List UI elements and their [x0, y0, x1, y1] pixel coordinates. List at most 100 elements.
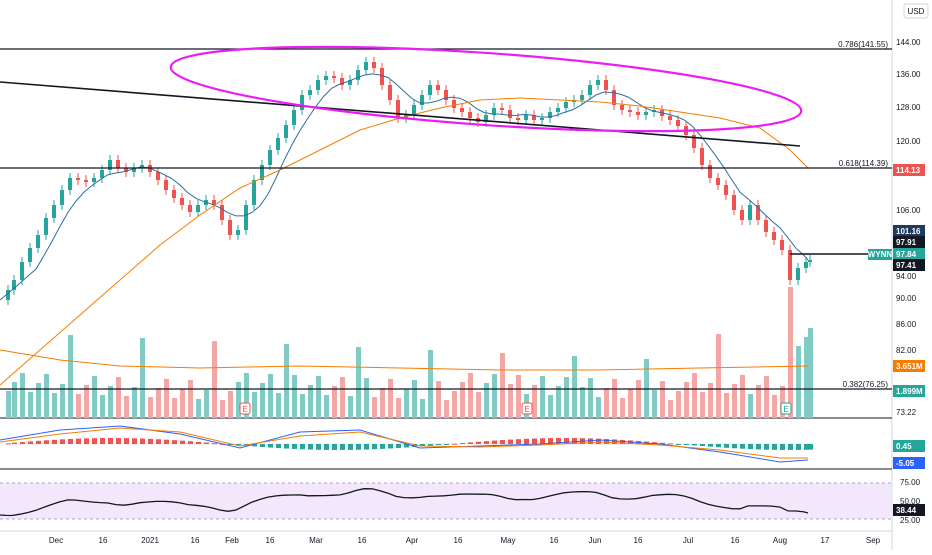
volume-bar [676, 391, 681, 418]
ticker-tag[interactable]: WYNN [868, 249, 893, 260]
rsi-pane [0, 488, 809, 517]
candle-body [252, 180, 256, 205]
candle-body [460, 108, 464, 112]
price-tag-bg [893, 164, 925, 176]
candle-body [324, 76, 328, 80]
time-axis[interactable]: Dec 16 2021 16 Feb 16 Mar 16 Apr 16 May 16 Jun 16 Jul 1… [49, 536, 881, 545]
macd-hist-bar [492, 440, 497, 444]
earnings-marker[interactable]: E [521, 402, 533, 415]
volume-bar [20, 373, 25, 418]
macd-hist-bar [452, 443, 457, 445]
earnings-marker[interactable]: E [239, 402, 251, 415]
candle-body [156, 172, 160, 180]
macd-hist-bar [412, 444, 417, 447]
macd-hist-bar [380, 444, 385, 449]
volume-bar [444, 400, 449, 418]
rsi-band [0, 483, 892, 519]
volume-bar [380, 388, 385, 418]
candle-body [172, 190, 176, 198]
candle-body [796, 268, 800, 280]
price-tick-label: 82.00 [896, 346, 917, 355]
macd-hist-bar [540, 438, 545, 444]
ellipse-drawing[interactable] [168, 31, 803, 147]
macd-hist-bar [796, 444, 801, 450]
price-tag: 101.16 [893, 225, 925, 237]
volume-bar [716, 334, 721, 418]
candle-body [524, 115, 528, 120]
candle-body [804, 262, 808, 268]
volume-bar [220, 400, 225, 418]
candle-body [244, 205, 248, 230]
volume-bar [532, 385, 537, 418]
rsi-line [0, 488, 809, 517]
volume-bar [476, 392, 481, 418]
candle-body [596, 80, 600, 85]
macd-hist-bar [764, 444, 769, 450]
macd-hist-bar [756, 444, 761, 450]
macd-hist-bar [732, 444, 737, 449]
volume-bar [228, 391, 233, 418]
volume-bar [116, 377, 121, 418]
candle-body [292, 110, 296, 125]
candle-body [588, 85, 592, 95]
volume-bar [796, 346, 801, 418]
candle-body [236, 230, 240, 235]
chart-background [0, 0, 892, 550]
volume-bar [396, 398, 401, 418]
macd-hist-bar [276, 444, 281, 449]
volume-bar [636, 380, 641, 418]
volume-bar [284, 344, 289, 418]
candle-body [724, 185, 728, 195]
macd-hist-bar [44, 440, 49, 444]
volume-bar [36, 383, 41, 418]
volume-bar [420, 399, 425, 418]
candle-body [76, 178, 80, 180]
rsi-tag: 38.44 [893, 504, 925, 516]
price-tick-label: 94.00 [896, 272, 917, 281]
macd-hist-bar [332, 444, 337, 450]
macd-hist-bar [60, 439, 65, 444]
volume-bar [388, 379, 393, 418]
macd-hist-bar [588, 438, 593, 444]
volume-bar [484, 383, 489, 418]
earnings-marker[interactable]: E [780, 402, 792, 415]
volume-bar [492, 374, 497, 418]
price-tags: 114.13 101.16 97.91 97.84 97.41 3.651M 1.899M 0… [893, 164, 925, 516]
macd-hist-bar [196, 441, 201, 444]
volume-bar [276, 393, 281, 418]
volume-bar [68, 335, 73, 418]
macd-hist-bar [28, 441, 33, 444]
currency-badge[interactable]: USD [903, 3, 929, 19]
candle-body [348, 80, 352, 85]
macd-signal-line [0, 427, 808, 459]
candle-body [628, 110, 632, 112]
macd-hist-bar [180, 440, 185, 444]
candle-body [540, 118, 544, 120]
time-tick-label: Sep [866, 536, 881, 545]
macd-hist-bar [172, 440, 177, 444]
moving-averages [0, 73, 809, 386]
macd-hist-bar [84, 438, 89, 444]
macd-hist-bar [260, 444, 265, 448]
trend-line[interactable] [0, 81, 801, 147]
candle-body [420, 95, 424, 105]
macd-hist-bar [364, 444, 369, 450]
candle-body [68, 178, 72, 190]
candle-body [108, 160, 112, 170]
candle-body [364, 62, 368, 70]
candle-body [644, 112, 648, 115]
candle-body [36, 235, 40, 248]
volume-bar [100, 395, 105, 418]
price-tick-label: 144.00 [896, 38, 921, 47]
candle-body [356, 70, 360, 80]
volume-bar [268, 374, 273, 418]
macd-hist-bar [20, 442, 25, 444]
macd-hist-bar [124, 438, 129, 444]
macd-hist-bar [684, 444, 689, 445]
candle-body [692, 135, 696, 148]
volume-bar [252, 392, 257, 418]
macd-hist-bar [212, 443, 217, 445]
price-axis[interactable]: 144.00 136.00 128.00 120.00 106.00 94.00 90.00… [896, 38, 921, 525]
macd-hist-bar [6, 443, 11, 445]
